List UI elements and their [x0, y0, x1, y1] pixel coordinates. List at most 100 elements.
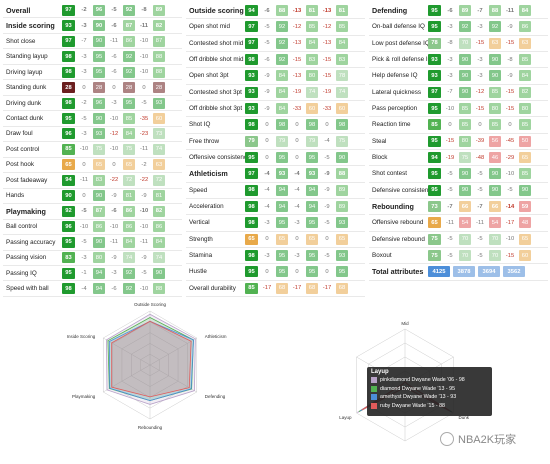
rating-diff: -7	[477, 7, 483, 14]
section-header: Overall 97 -2 96 -5 92 -8 89	[3, 3, 182, 19]
rating-value: 93	[336, 250, 348, 262]
rating-diff: -8	[447, 40, 453, 47]
rating-badge: 94	[245, 5, 258, 17]
attribute-row: Passing accuracy 95 -5 90 -11 84 -11 84	[3, 235, 182, 251]
rating-diff: -3	[81, 254, 87, 261]
rating-value: 81	[153, 190, 165, 202]
rating-value: 90	[489, 168, 501, 180]
radar-series	[111, 320, 192, 398]
series-swatch	[371, 377, 377, 384]
rating-diff: -11	[80, 177, 88, 184]
rating-diff: -7	[447, 203, 453, 210]
rating-diff: -19	[445, 154, 455, 161]
rating-diff: -4	[294, 187, 300, 194]
attribute-row: Pick & roll defense IQ 93 -3 90 -3 90 -8 85	[369, 52, 548, 69]
rating-diff: -4	[81, 285, 87, 292]
rating-value: 98	[306, 119, 318, 131]
attribute-label: On-ball defense IQ	[372, 23, 425, 31]
rating-diff: -9	[141, 192, 147, 199]
rating-diff: -5	[81, 239, 87, 246]
attribute-label: Ball control	[6, 223, 38, 231]
rating-value: 65	[123, 159, 135, 171]
rating-value: 65	[336, 233, 348, 245]
rating-badge: 97	[245, 168, 258, 180]
rating-diff: -13	[292, 72, 302, 79]
rating-value: 93	[306, 168, 318, 180]
rating-value: 63	[153, 159, 165, 171]
rating-value: 84	[336, 37, 348, 49]
tooltip-row: ruby Dwyane Wade '15 - 88	[371, 402, 488, 411]
rating-value: 72	[123, 174, 135, 186]
attribute-label: Shot contest	[372, 170, 408, 178]
total-badge: 4125	[428, 266, 450, 278]
rating-value: 70	[459, 37, 471, 49]
attribute-label: Speed	[189, 186, 208, 194]
rating-value: 60	[519, 250, 531, 262]
rating-diff: -5	[477, 170, 483, 177]
rating-value: 95	[276, 250, 288, 262]
section-header: Rebounding 73 -7 66 -7 66 -14 59	[369, 199, 548, 216]
radar-axis-label: Outside Scoring	[134, 302, 167, 307]
rating-diff: 0	[142, 84, 146, 91]
rating-diff: -10	[139, 285, 149, 292]
attribute-label: Offensive consistency	[189, 154, 245, 162]
rating-value: 92	[123, 51, 135, 63]
rating-diff: -11	[110, 38, 118, 45]
rating-diff: -7	[447, 89, 453, 96]
section-header: Playmaking 92 -5 87 -6 86 -10 82	[3, 204, 182, 220]
rating-diff: -3	[264, 252, 270, 259]
watermark-text: NBA2K玩家	[458, 434, 517, 446]
rating-value: 89	[336, 201, 348, 213]
rating-badge: 65	[245, 233, 258, 245]
rating-value: 46	[489, 152, 501, 164]
rating-value: 90	[93, 190, 105, 202]
attribute-row: Contact dunk 95 -5 90 -10 85 -35 60	[3, 111, 182, 127]
section-header: Total attributes 4125 3878 3694 3562	[369, 264, 548, 281]
rating-diff: -6	[264, 7, 270, 14]
rating-value: 65	[519, 233, 531, 245]
attribute-row: Driving dunk 98 -2 96 -3 95 -5 93	[3, 96, 182, 112]
attribute-row: Lateral quickness 97 -7 90 -12 85 -15 82	[369, 85, 548, 101]
rating-diff: -5	[477, 236, 483, 243]
attribute-row: Contested shot mid 97 -5 92 -13 84 -13 84	[186, 36, 365, 52]
rating-badge: 65	[428, 217, 441, 229]
rating-diff: -3	[477, 56, 483, 63]
rating-diff: -13	[322, 40, 332, 47]
attribute-row: Hands 90 0 90 -9 81 -9 81	[3, 189, 182, 205]
attribute-row: Stamina 98 -3 95 -3 95 -5 93	[186, 248, 365, 265]
rating-value: 92	[276, 37, 288, 49]
rating-value: 70	[489, 250, 501, 262]
attribute-label: Off dribble shot 3pt	[189, 105, 243, 113]
total-badge: 3694	[478, 266, 500, 278]
rating-diff: -9	[507, 72, 513, 79]
attribute-label: Passing IQ	[6, 269, 37, 277]
rating-value: 74	[306, 86, 318, 98]
attribute-row: Passing vision 83 -3 80 -9 74 -9 74	[3, 251, 182, 266]
rating-value: 54	[489, 217, 501, 229]
rating-value: 59	[519, 201, 531, 213]
rating-badge: 92	[62, 205, 75, 217]
rating-diff: -9	[264, 72, 270, 79]
rating-diff: -48	[475, 154, 485, 161]
rating-diff: -11	[446, 219, 454, 226]
rating-value: 80	[459, 135, 471, 147]
rating-diff: -4	[264, 187, 270, 194]
rating-badge: 98	[245, 54, 258, 66]
rating-value: 89	[336, 184, 348, 196]
attribute-label: Shot close	[6, 37, 36, 45]
rating-value: 94	[93, 267, 105, 279]
rating-diff: -22	[109, 177, 119, 184]
rating-value: 65	[519, 152, 531, 164]
attribute-label: Overall durability	[189, 284, 236, 292]
rating-diff: -5	[324, 219, 330, 226]
rating-badge: 78	[428, 37, 441, 49]
attribute-row: Reaction time 85 0 85 0 85 0 85	[369, 117, 548, 134]
attribute-row: Pass perception 95 -10 85 -15 80 -15 80	[369, 101, 548, 118]
rating-value: 82	[519, 86, 531, 98]
rating-value: 84	[276, 103, 288, 115]
rating-value: 93	[153, 97, 165, 109]
attribute-row: Shot close 97 -7 90 -11 86 -10 87	[3, 34, 182, 50]
rating-value: 95	[306, 266, 318, 278]
attribute-label: Post fadeaway	[6, 176, 48, 184]
rating-value: 95	[276, 152, 288, 164]
